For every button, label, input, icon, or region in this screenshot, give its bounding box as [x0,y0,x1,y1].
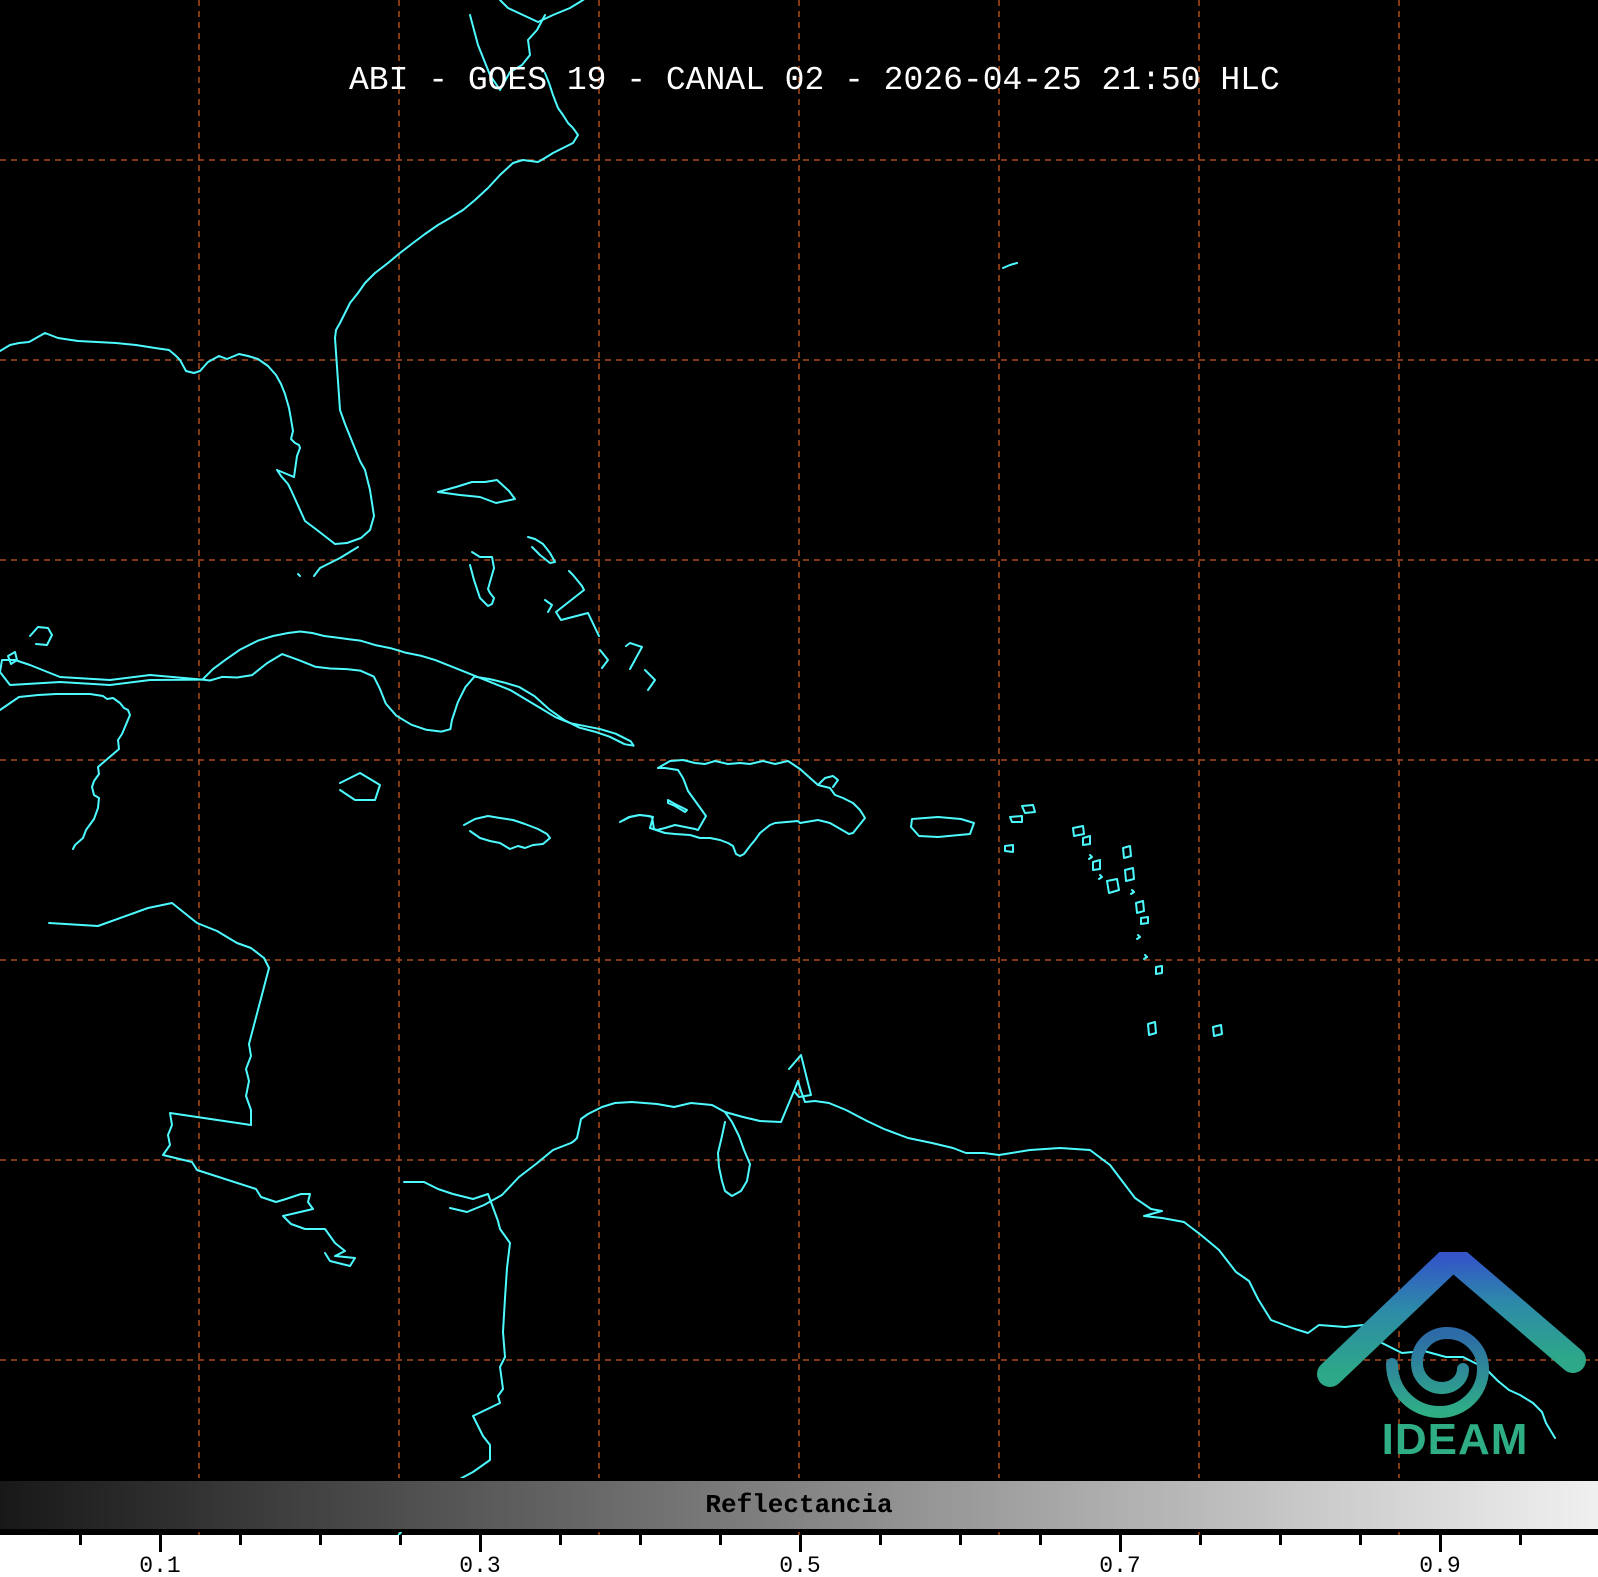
svg-text:IDEAM: IDEAM [1382,1415,1529,1464]
